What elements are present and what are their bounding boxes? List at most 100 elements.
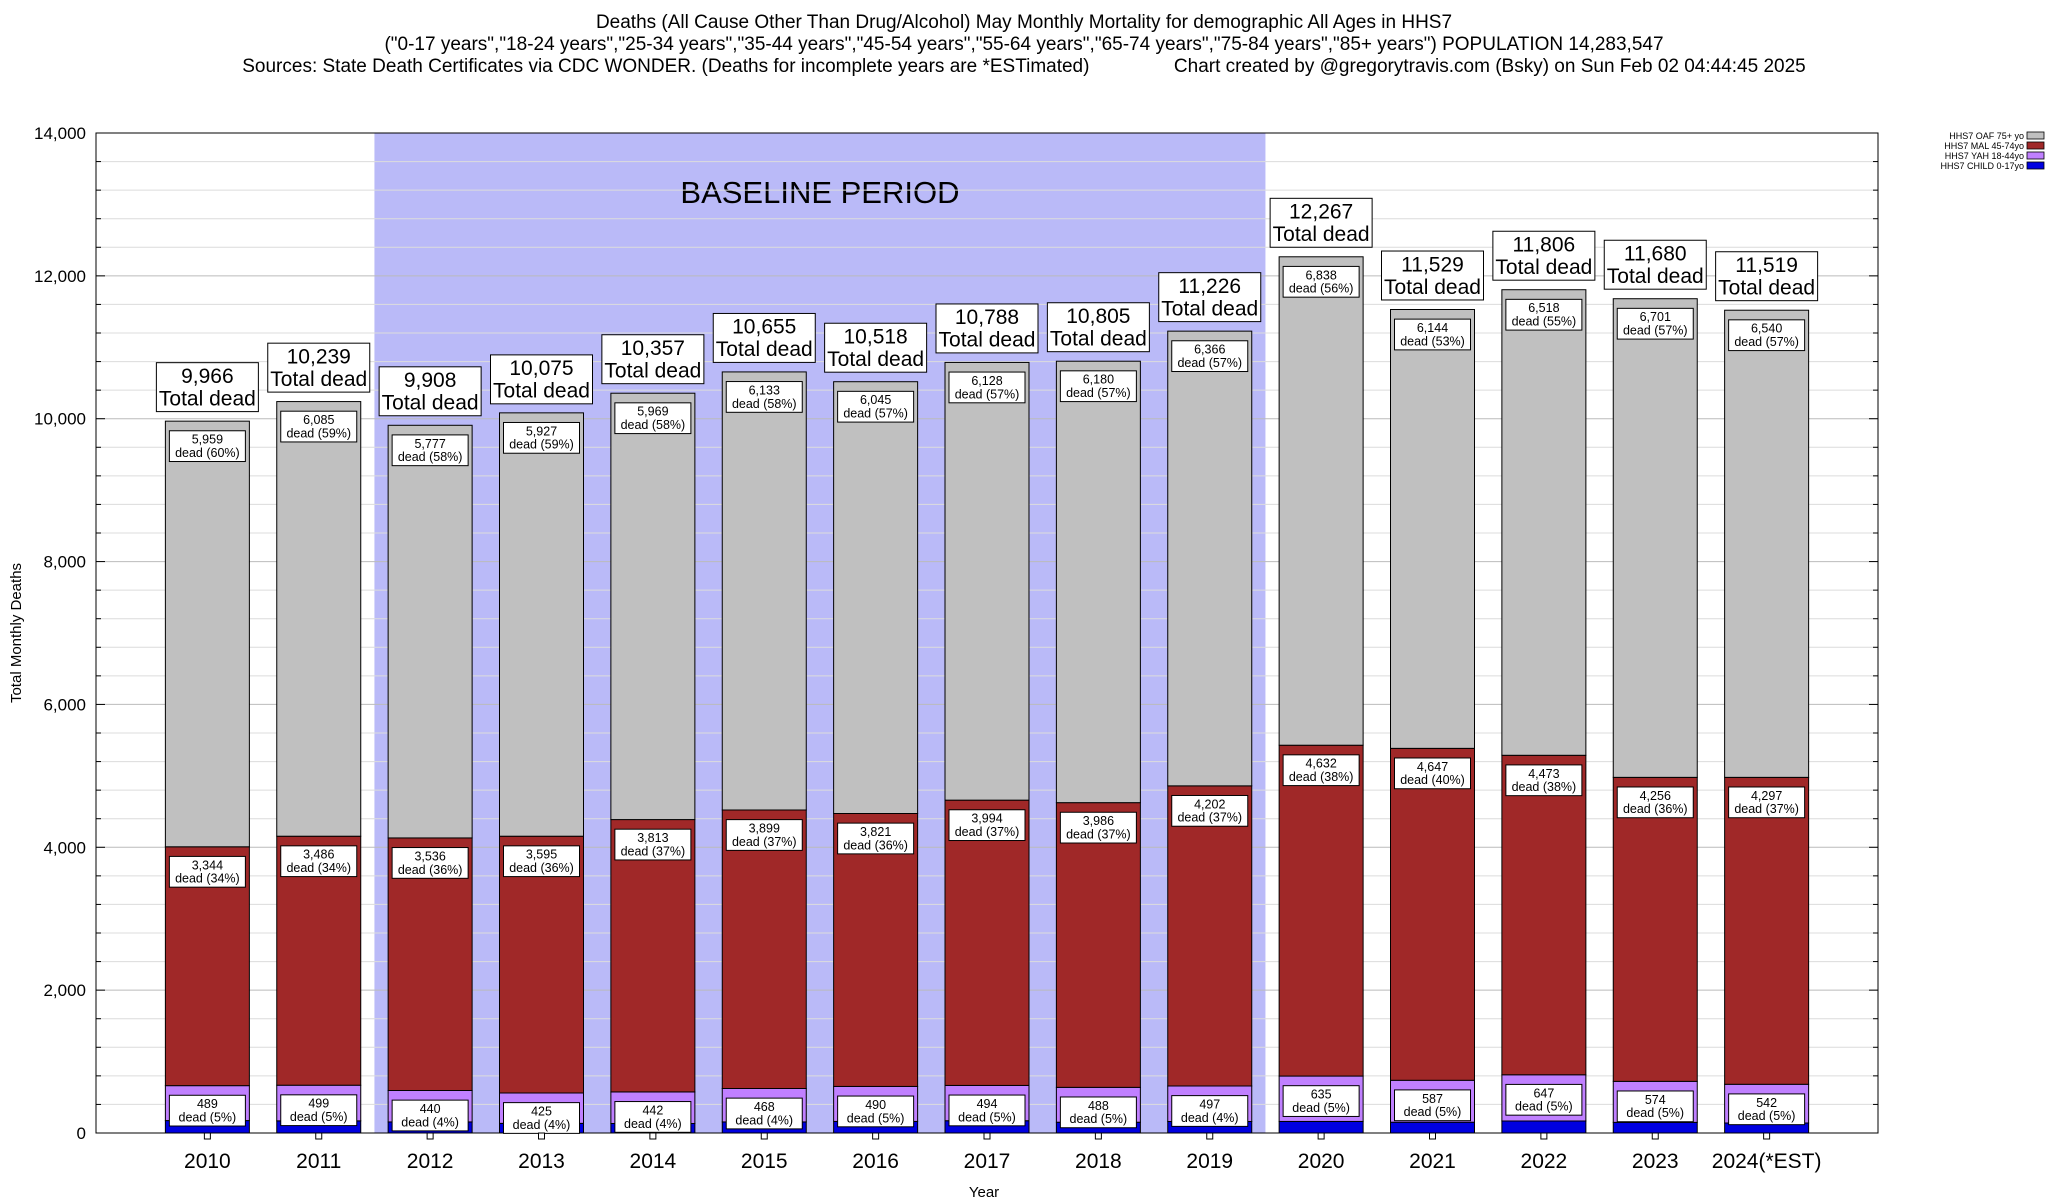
total-label-text: Total dead (1161, 297, 1258, 320)
total-label-box (1046, 302, 1150, 353)
segment-label-text: 3,813 (637, 831, 668, 845)
bar-hhs7-oaf-75-yo (1724, 309, 1810, 778)
x-tick-mark (1094, 1132, 1102, 1140)
segment-label-box (948, 1094, 1026, 1127)
segment-label-text: dead (58%) (398, 450, 463, 464)
segment-label-text: dead (37%) (1734, 802, 1799, 816)
segment-label-text: dead (53%) (1400, 334, 1465, 348)
segment-label-text: dead (4%) (513, 1118, 571, 1132)
segment-label-box (725, 1097, 803, 1130)
total-label-text: 12,267 (1289, 201, 1353, 224)
total-label-text: 11,806 (1513, 234, 1576, 257)
total-label-text: Total dead (1718, 276, 1815, 299)
segment-label-text: dead (40%) (1400, 773, 1465, 787)
total-label-text: Total dead (1384, 276, 1481, 299)
segment-label-text: 497 (1199, 1098, 1220, 1112)
total-label-text: Total dead (493, 380, 590, 403)
segment-label-text: 6,366 (1194, 343, 1225, 357)
segment-label-text: dead (57%) (1066, 386, 1131, 400)
baseline-period-label: BASELINE PERIOD (680, 175, 959, 210)
segment-label-text: 3,994 (971, 812, 1002, 826)
total-label-text: Total dead (1495, 256, 1592, 279)
x-tick-label: 2010 (184, 1150, 231, 1173)
segment-label-box (503, 845, 580, 878)
bar-hhs7-mal-45-74yo (721, 809, 807, 1089)
segment-label-text: 4,256 (1640, 789, 1671, 803)
segment-label-text: dead (5%) (1738, 1109, 1796, 1123)
x-tick-label: 2016 (852, 1150, 899, 1173)
segment-label-box (1394, 1089, 1471, 1122)
x-tick-label: 2012 (407, 1150, 454, 1173)
total-label-text: Total dead (270, 368, 367, 391)
segment-label-text: dead (59%) (286, 426, 351, 440)
x-tick-mark (426, 1132, 434, 1140)
bar-hhs7-child-0-17yo (1390, 1121, 1475, 1134)
segment-label-text: 3,595 (526, 848, 557, 862)
segment-label-text: 5,959 (192, 433, 223, 447)
legend-swatch (2026, 161, 2045, 170)
total-label-box (1158, 272, 1262, 323)
segment-label-text: dead (37%) (1066, 828, 1131, 842)
segment-label-text: dead (57%) (843, 407, 908, 421)
segment-label-box (1171, 794, 1249, 827)
total-label-text: 10,075 (509, 357, 573, 380)
segment-label-box (391, 847, 469, 879)
segment-label-box (1059, 811, 1137, 844)
x-tick-label: 2021 (1409, 1150, 1456, 1173)
segment-label-text: dead (60%) (175, 446, 240, 460)
segment-label-box (1616, 786, 1694, 819)
legend-label: HHS7 MAL 45-74yo (1944, 141, 2024, 151)
total-label-box (490, 354, 593, 405)
bar-hhs7-oaf-75-yo (721, 371, 807, 811)
segment-label-text: 6,128 (971, 374, 1002, 388)
total-label-text: Total dead (1607, 265, 1704, 288)
bar-hhs7-mal-45-74yo (1278, 744, 1364, 1077)
x-tick-label: 2014 (630, 1150, 677, 1173)
segment-label-text: dead (5%) (958, 1110, 1016, 1124)
segment-label-box (725, 381, 803, 413)
legend-label: HHS7 CHILD 0-17yo (1940, 161, 2024, 171)
segment-label-box (1394, 757, 1471, 790)
bar-hhs7-oaf-75-yo (944, 361, 1030, 801)
x-tick-mark (1429, 1132, 1436, 1140)
total-label-box (267, 342, 371, 393)
x-tick-label: 2011 (296, 1150, 341, 1173)
total-label-box (378, 366, 482, 417)
segment-label-text: dead (38%) (1512, 780, 1577, 794)
segment-label-text: 4,647 (1417, 760, 1448, 774)
bar-hhs7-oaf-75-yo (1167, 330, 1253, 787)
segment-label-text: 3,821 (860, 825, 891, 839)
segment-label-text: dead (5%) (1515, 1100, 1573, 1114)
segment-label-box (725, 819, 803, 851)
segment-label-text: 647 (1533, 1086, 1554, 1100)
legend-swatch (2026, 151, 2045, 160)
total-label-box (601, 334, 705, 385)
segment-label-text: 6,540 (1751, 322, 1782, 336)
